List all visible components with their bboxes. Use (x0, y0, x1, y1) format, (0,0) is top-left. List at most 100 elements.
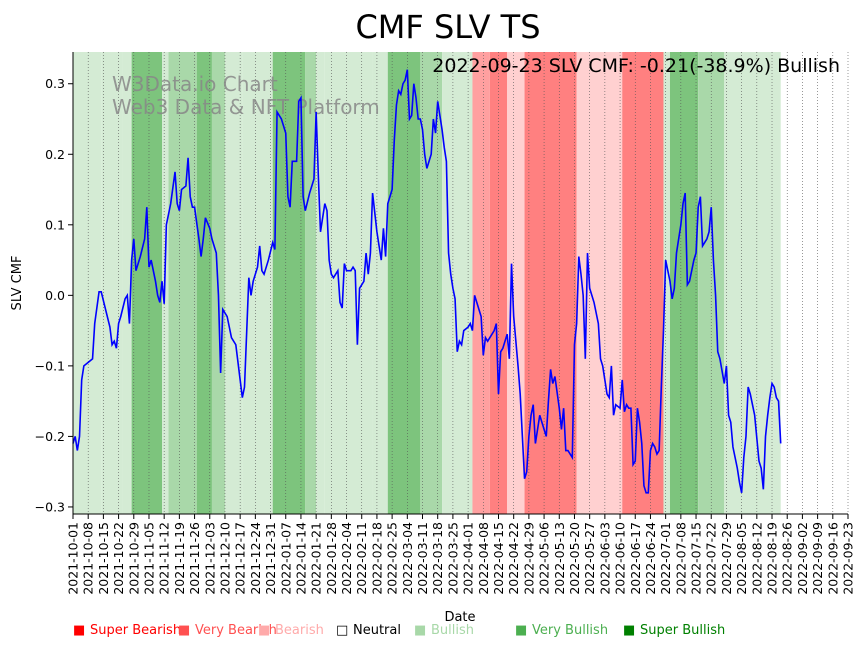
x-tick-label: 2022-01-28 (324, 522, 339, 595)
band-very-bearish (472, 52, 490, 514)
x-axis-label: Date (444, 610, 475, 625)
band-super-bullish (196, 52, 212, 514)
x-ticks: 2021-10-01 2021-10-08 2021-10-15 2021-10-22… (66, 514, 856, 595)
x-tick-label: 2022-01-14 (293, 522, 308, 595)
band-bullish (724, 52, 781, 514)
x-tick-label: 2022-09-02 (795, 522, 810, 595)
band-super-bearish (524, 52, 577, 514)
legend-label: Very Bullish (532, 623, 608, 638)
band-bullish (663, 52, 670, 514)
y-tick-label: 0.1 (45, 217, 65, 232)
y-tick-label: −0.2 (35, 429, 65, 444)
x-tick-label: 2022-09-23 (841, 522, 856, 595)
x-tick-label: 2022-07-08 (673, 522, 688, 595)
legend-label: Bearish (275, 623, 324, 638)
x-tick-label: 2021-12-17 (233, 522, 248, 595)
x-tick-label: 2021-10-08 (81, 522, 96, 595)
x-tick-label: 2022-01-21 (309, 522, 324, 595)
x-tick-label: 2022-03-18 (430, 522, 445, 595)
x-tick-label: 2022-07-22 (704, 522, 719, 595)
x-tick-label: 2022-03-11 (415, 522, 430, 595)
legend-swatch: ■ (178, 623, 190, 638)
legend-swatch: ■ (258, 623, 270, 638)
x-tick-label: 2022-05-20 (567, 522, 582, 595)
band-very-bullish (168, 52, 197, 514)
band-very-bullish (305, 52, 317, 514)
band-bearish (507, 52, 525, 514)
band-bearish (576, 52, 623, 514)
x-tick-label: 2022-05-06 (537, 522, 552, 595)
x-tick-label: 2022-09-16 (825, 522, 840, 595)
x-tick-label: 2022-04-15 (491, 522, 506, 595)
x-tick-label: 2022-06-24 (643, 522, 658, 595)
band-bullish (372, 52, 388, 514)
y-tick-label: 0.3 (45, 76, 65, 91)
band-very-bullish (420, 52, 443, 514)
watermark: W3Data.io Chart Web3 Data & NFT Platform (112, 72, 380, 119)
x-tick-label: 2022-06-03 (597, 522, 612, 595)
band-bullish (242, 52, 273, 514)
x-tick-label: 2022-02-11 (354, 522, 369, 595)
x-tick-label: 2022-08-26 (780, 522, 795, 595)
x-tick-label: 2021-12-03 (202, 522, 217, 595)
x-tick-label: 2022-08-19 (765, 522, 780, 595)
legend: ■ Super Bearish■ Very Bearish■ Bearish □ Neut… (73, 623, 725, 638)
y-tick-label: 0.0 (45, 288, 65, 303)
band-bullish (122, 52, 132, 514)
legend-label: Very Bearish (195, 623, 277, 638)
x-tick-label: 2022-06-17 (628, 522, 643, 595)
x-tick-label: 2021-10-29 (126, 522, 141, 595)
x-tick-label: 2022-06-10 (613, 522, 628, 595)
x-tick-label: 2022-01-07 (278, 522, 293, 595)
x-tick-label: 2022-03-25 (445, 522, 460, 595)
y-tick-label: 0.2 (45, 147, 65, 162)
x-tick-label: 2021-12-31 (263, 522, 278, 595)
legend-swatch: ■ (73, 623, 85, 638)
x-tick-label: 2022-02-25 (385, 522, 400, 595)
watermark-line-2: Web3 Data & NFT Platform (112, 95, 380, 119)
x-tick-label: 2022-08-12 (749, 522, 764, 595)
x-tick-label: 2022-09-09 (810, 522, 825, 595)
legend-swatch: □ (336, 623, 348, 638)
band-bullish (101, 52, 123, 514)
x-tick-label: 2022-02-04 (339, 522, 354, 595)
x-tick-label: 2022-05-27 (582, 522, 597, 595)
band-bullish (73, 52, 102, 514)
legend-label: Super Bullish (640, 623, 725, 638)
x-tick-label: 2022-07-15 (689, 522, 704, 595)
latest-value-annotation: 2022-09-23 SLV CMF: -0.21(-38.9%) Bullis… (432, 55, 840, 77)
x-tick-label: 2021-11-05 (141, 522, 156, 595)
x-tick-label: 2022-07-01 (658, 522, 673, 595)
band-super-bullish (272, 52, 306, 514)
x-tick-label: 2022-08-05 (734, 522, 749, 595)
legend-label: Bullish (431, 623, 474, 638)
x-tick-label: 2022-02-18 (369, 522, 384, 595)
legend-label: Super Bearish (90, 623, 181, 638)
x-tick-label: 2021-12-10 (217, 522, 232, 595)
chart-title: CMF SLV TS (355, 8, 540, 46)
x-tick-label: 2021-11-12 (157, 522, 172, 595)
legend-label: Neutral (353, 623, 401, 638)
cmf-series-line (72, 69, 782, 494)
band-bullish (324, 52, 347, 514)
x-tick-label: 2021-12-24 (248, 522, 263, 595)
band-super-bearish (622, 52, 664, 514)
x-tick-label: 2022-05-13 (552, 522, 567, 595)
x-tick-label: 2021-10-15 (96, 522, 111, 595)
watermark-line-1: W3Data.io Chart (112, 72, 278, 96)
x-tick-label: 2021-10-01 (66, 522, 81, 595)
x-tick-label: 2022-04-08 (476, 522, 491, 595)
y-axis-label: SLV CMF (10, 256, 25, 311)
x-tick-label: 2022-04-01 (461, 522, 476, 595)
band-super-bullish (387, 52, 421, 514)
legend-swatch: ■ (515, 623, 527, 638)
legend-swatch: ■ (414, 623, 426, 638)
band-bullish (316, 52, 325, 514)
axes (72, 52, 848, 515)
weekly-grid-lines (72, 52, 849, 514)
legend-swatch: ■ (623, 623, 635, 638)
x-tick-label: 2021-11-19 (172, 522, 187, 595)
x-tick-label: 2021-11-26 (187, 522, 202, 595)
x-tick-label: 2022-04-22 (506, 522, 521, 595)
